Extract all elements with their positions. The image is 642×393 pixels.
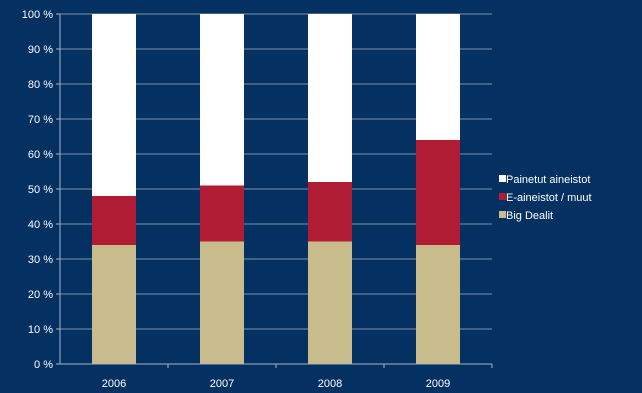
bar-segment <box>200 14 244 186</box>
bar-segment <box>92 196 136 245</box>
x-tick-label: 2006 <box>102 378 126 390</box>
y-tick-label: 70 % <box>28 114 53 126</box>
y-tick-label: 40 % <box>28 219 53 231</box>
y-tick-label: 0 % <box>34 359 53 371</box>
y-tick-label: 90 % <box>28 44 53 56</box>
y-tick-label: 60 % <box>28 149 53 161</box>
y-tick-label: 10 % <box>28 324 53 336</box>
y-tick-label: 30 % <box>28 254 53 266</box>
y-tick-label: 20 % <box>28 289 53 301</box>
bar-segment <box>416 140 460 245</box>
y-tick-label: 100 % <box>22 9 53 21</box>
legend-swatch <box>499 211 506 218</box>
bar-segment <box>416 14 460 140</box>
bar-segment <box>92 245 136 364</box>
bar-segment <box>416 245 460 364</box>
legend-label: Big Dealit <box>506 210 553 222</box>
x-axis-ticks: 2006 2007 2008 2009 <box>102 364 493 390</box>
legend: Painetut aineistot E-aineistot / muut Big … <box>499 174 592 222</box>
bar-segment <box>308 14 352 182</box>
legend-label: E-aineistot / muut <box>506 192 592 204</box>
bar-segment <box>92 14 136 196</box>
bar-segment <box>308 182 352 242</box>
y-tick-label: 80 % <box>28 79 53 91</box>
bar-segment <box>308 241 352 364</box>
x-tick-label: 2007 <box>210 378 234 390</box>
y-tick-label: 50 % <box>28 184 53 196</box>
bar-segment <box>200 185 244 242</box>
legend-swatch <box>499 175 506 182</box>
legend-label: Painetut aineistot <box>506 174 590 186</box>
x-tick-label: 2008 <box>318 378 342 390</box>
y-axis-ticks: 0 % 10 % 20 % 30 % 40 % 50 % 60 % 70 % 80 % 90 % 1… <box>22 9 60 371</box>
x-tick-label: 2009 <box>426 378 450 390</box>
legend-swatch <box>499 193 506 200</box>
bars <box>92 14 460 364</box>
bar-segment <box>200 241 244 364</box>
